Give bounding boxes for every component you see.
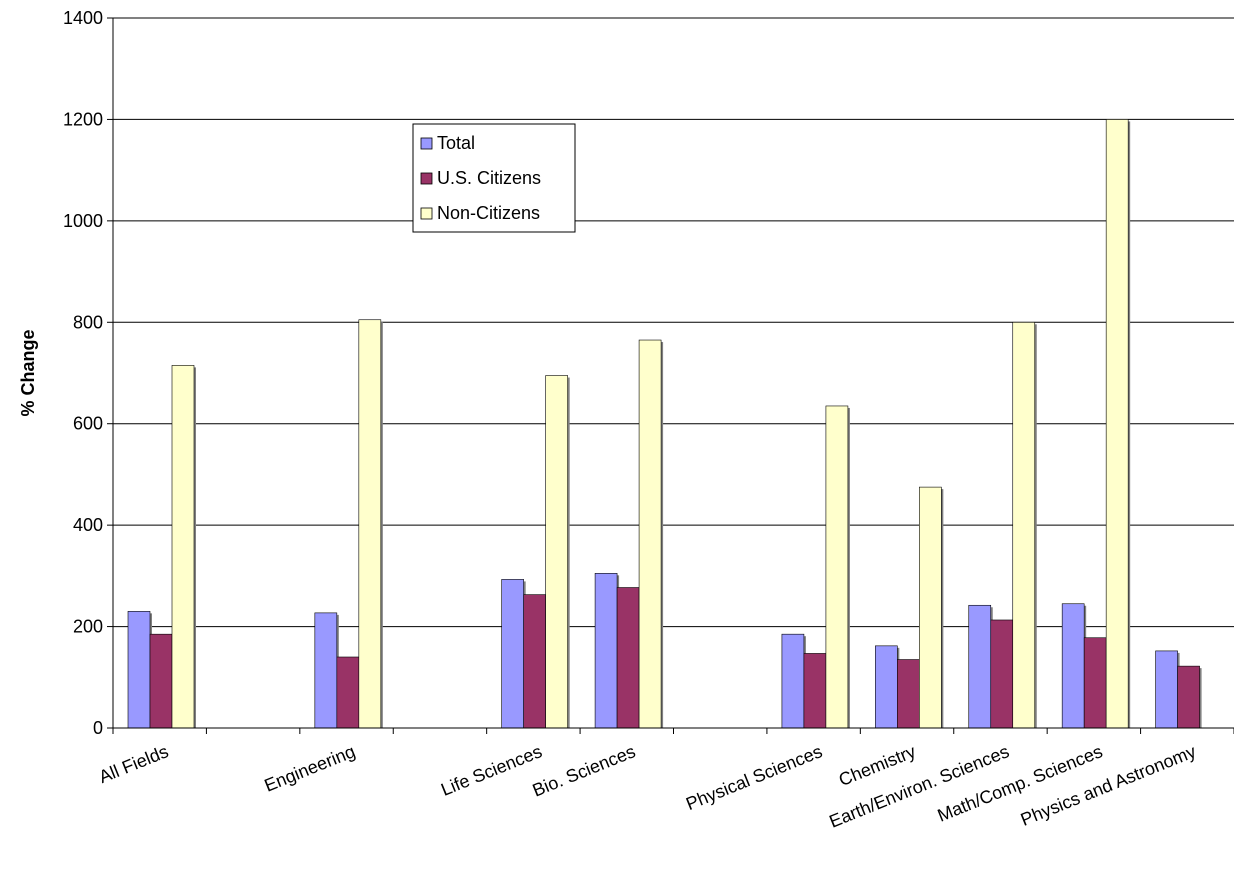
x-category-label: Life Sciences	[438, 741, 545, 800]
y-tick-label: 200	[73, 617, 103, 637]
bar	[1061, 603, 1085, 729]
y-tick-label: 600	[73, 414, 103, 434]
axes	[107, 17, 1234, 734]
y-tick-label: 400	[73, 515, 103, 535]
bar	[1083, 637, 1107, 729]
bar	[825, 405, 849, 729]
legend-label: Total	[437, 133, 475, 153]
bar	[1105, 119, 1129, 729]
bar	[314, 612, 338, 729]
bar	[545, 375, 568, 729]
x-category-label: Engineering	[261, 741, 358, 796]
bar	[1177, 665, 1200, 729]
bar	[990, 619, 1014, 729]
bar	[1012, 321, 1036, 729]
bar	[336, 656, 360, 729]
bar	[594, 573, 618, 729]
bar	[968, 604, 992, 729]
y-axis-label: % Change	[18, 329, 38, 416]
x-category-label: Physical Sciences	[683, 741, 825, 814]
bar	[781, 633, 805, 729]
y-tick-label: 1200	[63, 109, 103, 129]
legend-label: Non-Citizens	[437, 203, 540, 223]
bar	[523, 594, 546, 729]
bar	[638, 339, 662, 729]
y-tick-label: 1000	[63, 211, 103, 231]
bar	[1155, 650, 1178, 729]
legend: Total U.S. Citizens Non-Citizens	[412, 123, 576, 233]
bar	[897, 659, 920, 729]
bar	[616, 587, 640, 729]
bar	[875, 645, 898, 729]
y-tick-label: 800	[73, 312, 103, 332]
bar	[358, 319, 382, 729]
x-category-label: All Fields	[96, 741, 171, 787]
bar	[501, 579, 524, 729]
y-tick-label: 0	[93, 718, 103, 738]
bars	[127, 119, 1202, 729]
bar	[149, 633, 173, 729]
bar	[171, 365, 195, 729]
bar	[803, 653, 827, 729]
legend-swatch	[420, 137, 433, 150]
bar	[919, 486, 942, 729]
legend-swatch	[420, 207, 433, 220]
legend-box	[412, 123, 576, 233]
x-category-label: Physics and Astronomy	[1018, 741, 1199, 830]
x-category-label: Bio. Sciences	[530, 741, 639, 800]
legend-label: U.S. Citizens	[437, 168, 541, 188]
gridlines	[113, 17, 1234, 628]
y-tick-label: 1400	[63, 8, 103, 28]
y-tick-labels: 0 200 400 600 800 1000 1200 1400	[63, 8, 103, 738]
bar	[127, 611, 151, 729]
legend-swatch	[420, 172, 433, 185]
